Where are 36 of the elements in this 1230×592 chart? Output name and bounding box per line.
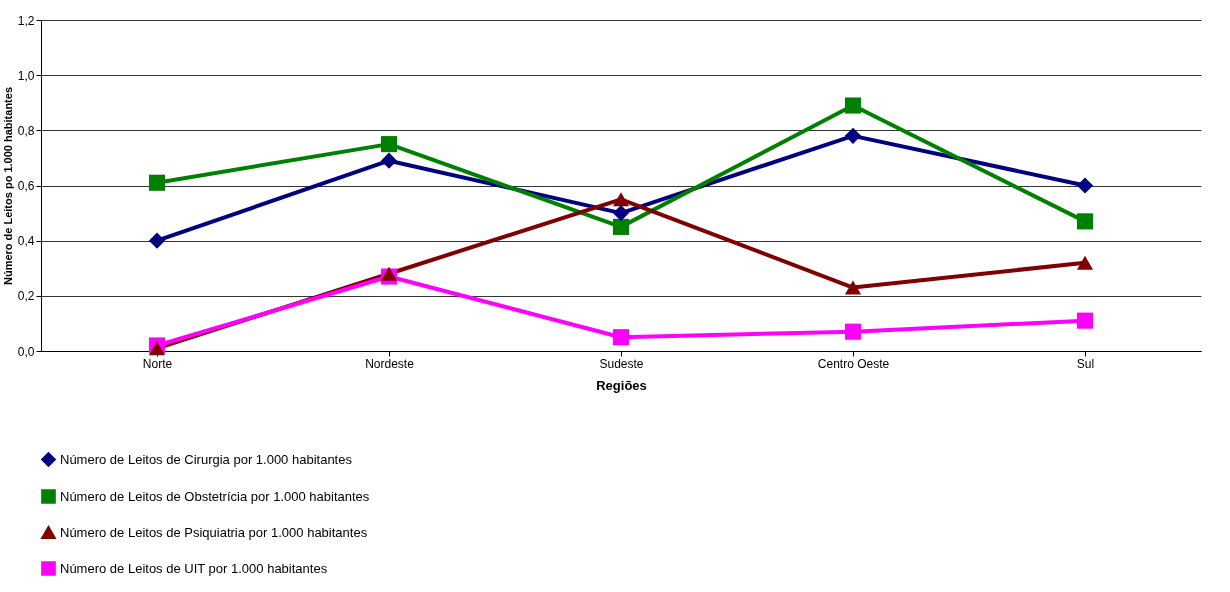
point <box>148 174 166 191</box>
legend-label: Número de Leitos de Psiquiatria por 1.000 habitantes <box>60 524 368 540</box>
x-tick-label: Nordeste <box>365 356 415 371</box>
point <box>1076 213 1094 230</box>
y-tick-label: 0,2 <box>17 289 35 304</box>
point <box>148 341 166 356</box>
point <box>612 329 630 346</box>
x-tick-label: Sul <box>1076 356 1095 371</box>
point <box>844 127 862 144</box>
point <box>844 280 862 295</box>
point <box>1076 177 1094 194</box>
point <box>1076 312 1094 329</box>
point <box>380 152 398 169</box>
point <box>612 205 630 222</box>
y-tick-label: 0,6 <box>17 179 35 193</box>
y-tick-label: 1,2 <box>17 13 35 28</box>
legend-label: Número de Leitos de Obstetrícia por 1.000 habitantes <box>60 488 370 504</box>
point <box>1076 255 1094 270</box>
y-tick-label: 0,0 <box>17 344 35 359</box>
legend-label: Número de Leitos de UIT por 1.000 habitantes <box>60 560 328 576</box>
point <box>612 218 630 235</box>
point <box>380 136 398 153</box>
y-axis-title: Número de Leitos po 1.000 habitantes <box>1 86 14 286</box>
point <box>612 192 630 207</box>
x-tick-label: Norte <box>142 356 173 371</box>
y-tick-label: 1,0 <box>17 68 35 83</box>
legend-label: Número de Leitos de Cirurgia por 1.000 habitantes <box>60 451 353 467</box>
point <box>844 97 862 114</box>
x-tick-label: Sudeste <box>599 356 644 371</box>
point <box>844 323 862 340</box>
y-tick-label: 0,8 <box>17 123 35 138</box>
x-tick-label: Centro Oeste <box>817 356 890 371</box>
point <box>380 266 398 281</box>
x-axis-title: Regiões <box>596 377 647 393</box>
point <box>148 232 166 249</box>
y-tick-label: 0,4 <box>17 234 35 249</box>
